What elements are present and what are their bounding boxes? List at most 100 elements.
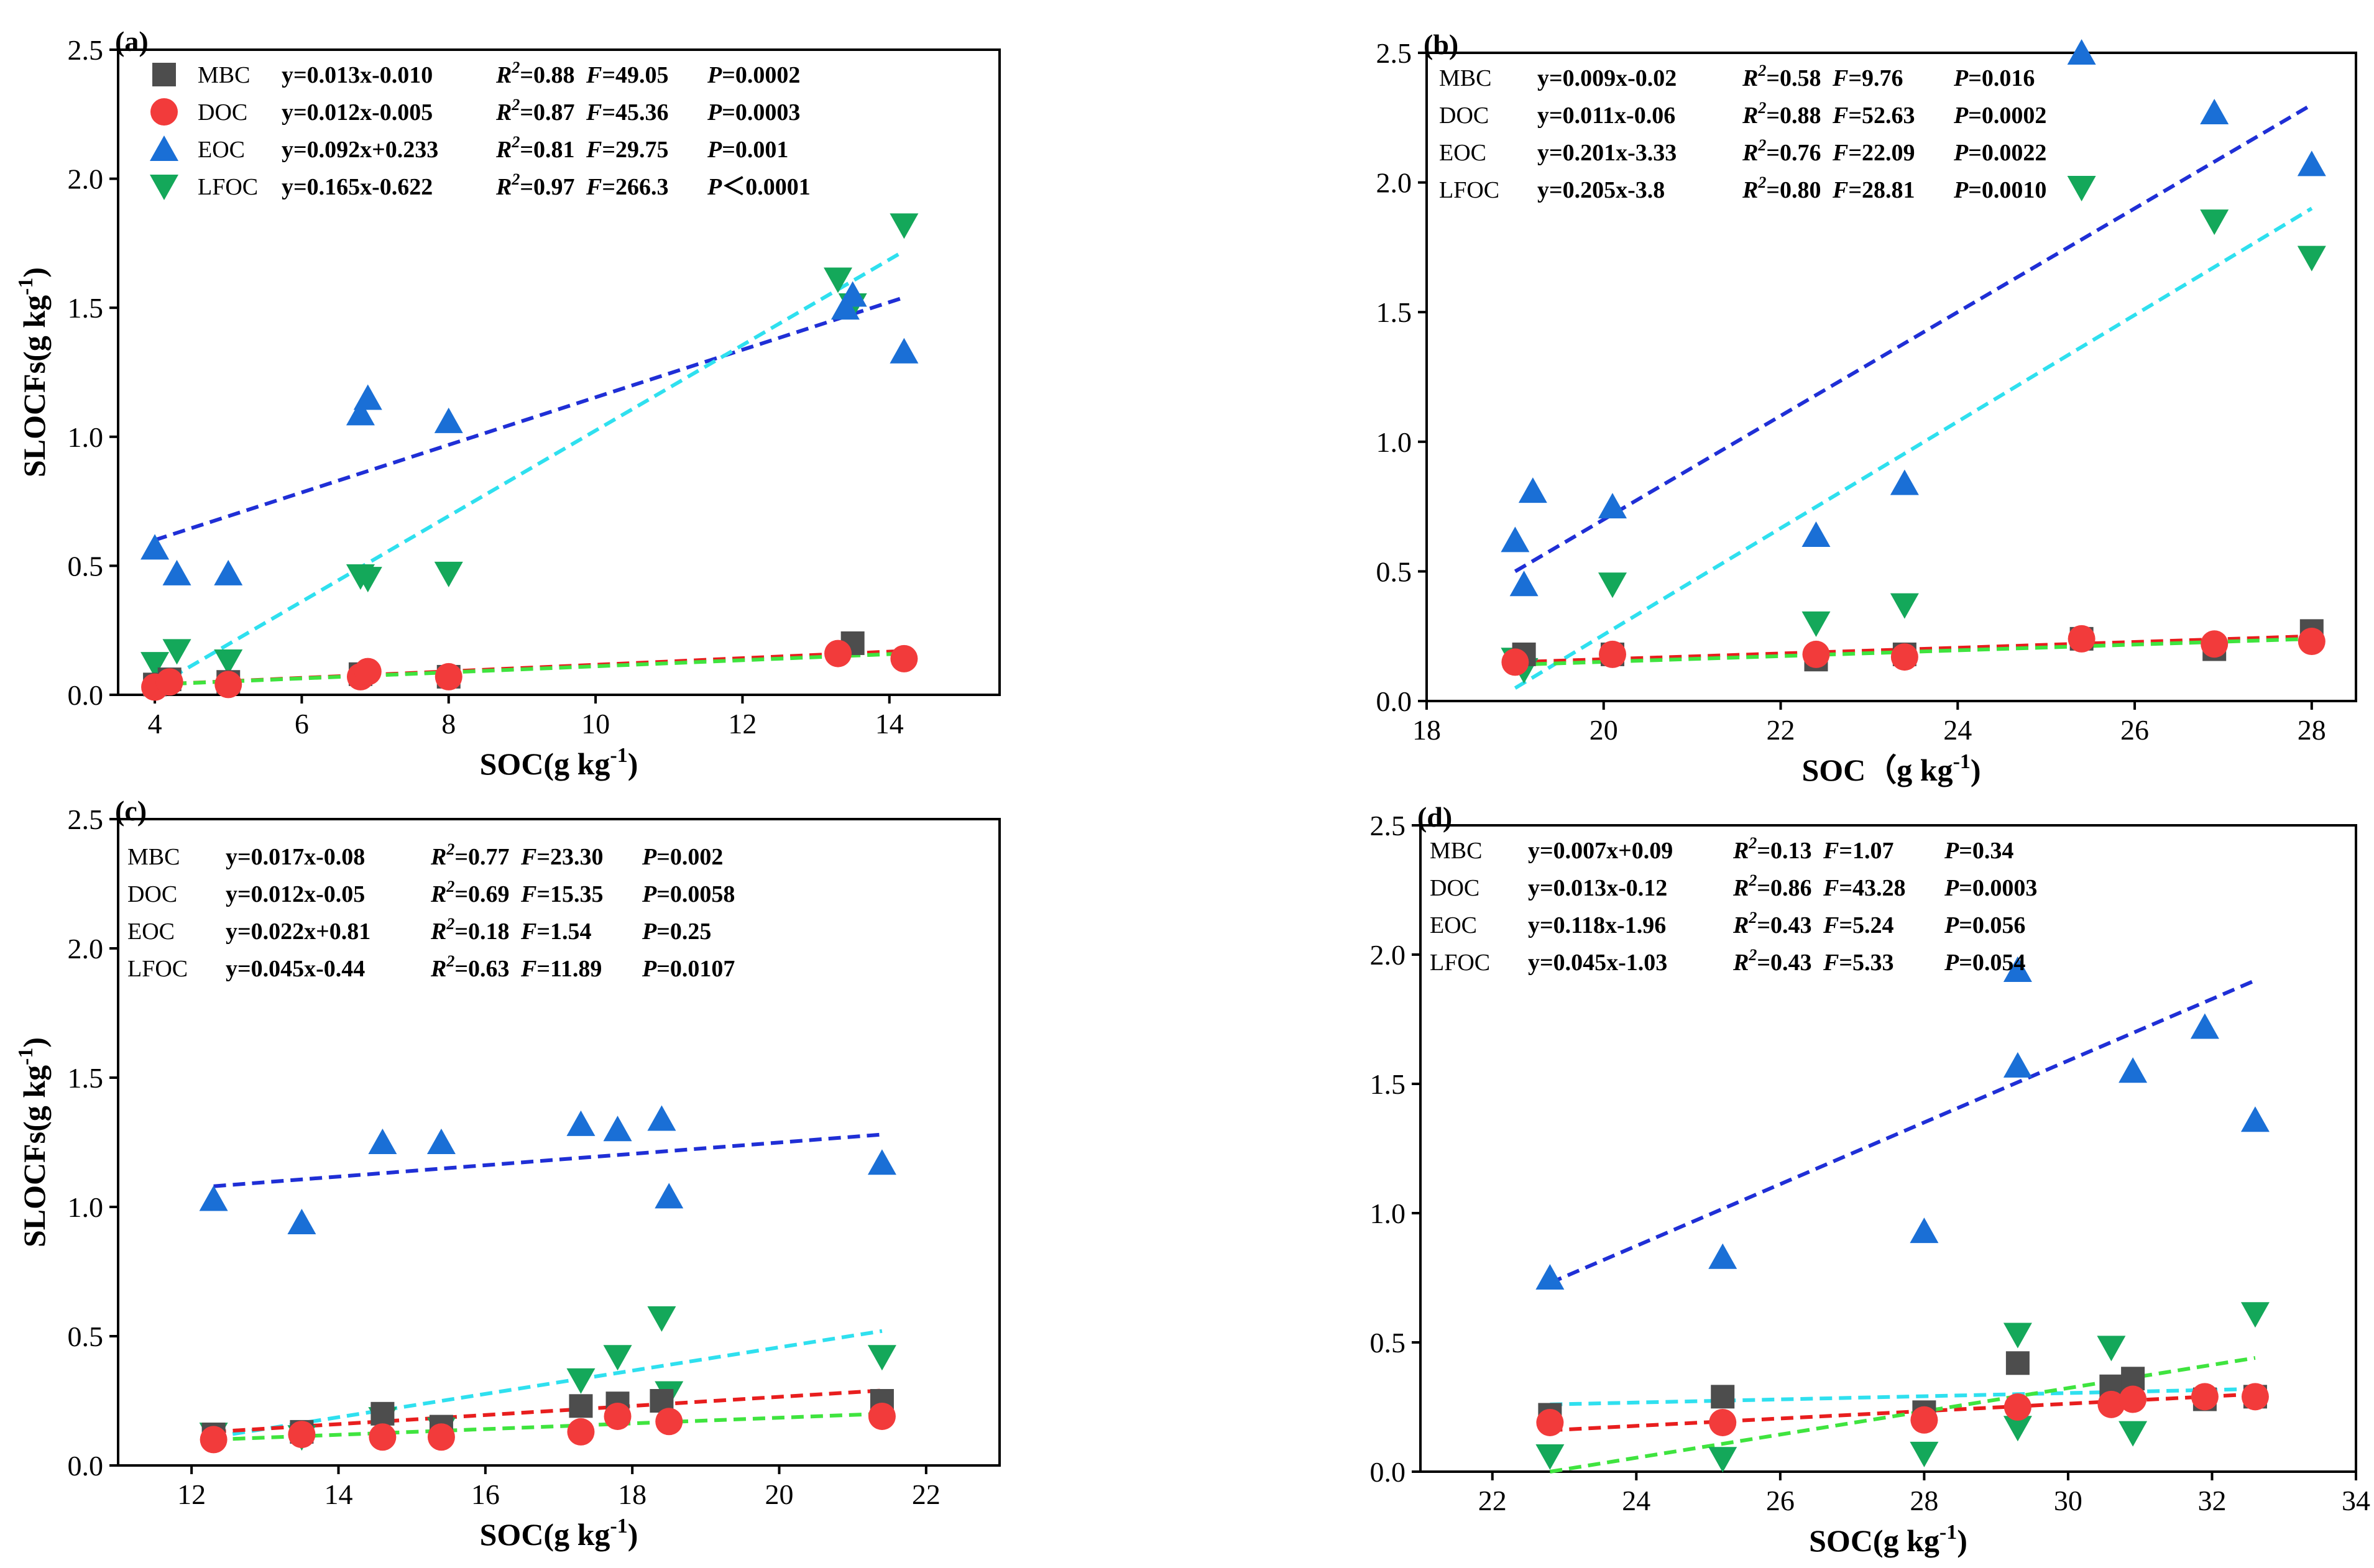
point-lfoc — [647, 1306, 676, 1332]
y-tick-label: 1.0 — [1370, 1198, 1406, 1229]
plot-frame — [117, 818, 1001, 1467]
x-tick-label: 14 — [875, 708, 904, 740]
point-doc — [567, 1418, 595, 1446]
point-doc — [1599, 640, 1626, 668]
point-doc — [2068, 625, 2096, 653]
point-lfoc — [2200, 209, 2229, 236]
fit-line-red — [1550, 1392, 2256, 1433]
x-tick-label: 22 — [1767, 714, 1795, 746]
point-eoc — [1801, 521, 1831, 547]
legend-entry-eoc: EOC y=0.022x+0.81 R2=0.18 F=1.54 P=0.25 — [127, 915, 711, 945]
y-tick-label: 2.5 — [1370, 810, 1406, 841]
point-eoc — [140, 534, 170, 560]
point-eoc — [647, 1105, 676, 1131]
legend-entry-mbc: MBC y=0.007x+0.09 R2=0.13 F=1.07 P=0.34 — [1430, 834, 2013, 864]
legend-text: LFOC y=0.045x-1.03 R2=0.43 F=5.33 P=0.054 — [1430, 946, 2025, 976]
y-tick-label: 1.5 — [1376, 296, 1412, 328]
y-tick-label: 2.0 — [68, 163, 104, 195]
point-eoc — [1501, 526, 1530, 552]
point-lfoc — [2067, 175, 2096, 201]
point-eoc — [1890, 469, 1919, 495]
y-tick-label: 0.0 — [68, 679, 104, 711]
point-eoc — [830, 294, 860, 320]
x-axis-label: SOC（g kg-1) — [1801, 750, 1981, 787]
y-tick-label: 0.0 — [1376, 685, 1412, 717]
fit-line-cyan — [1514, 206, 2313, 690]
point-lfoc — [1535, 1444, 1565, 1470]
x-tick-label: 12 — [177, 1479, 206, 1510]
y-tick-label: 0.0 — [1370, 1456, 1406, 1488]
point-lfoc — [2097, 1336, 2126, 1362]
fit-line-blue — [1549, 978, 2257, 1285]
legend-entry-eoc: EOC y=0.118x-1.96 R2=0.43 F=5.24 P=0.056 — [1430, 909, 2025, 938]
x-tick-label: 32 — [2197, 1485, 2226, 1516]
point-lfoc — [140, 652, 170, 678]
legend: MBC y=0.007x+0.09 R2=0.13 F=1.07 P=0.34 DOC y=… — [1430, 834, 2037, 976]
x-axis-label: SOC(g kg-1) — [1809, 1521, 1967, 1558]
point-eoc — [2119, 1057, 2148, 1083]
y-tick-label: 1.0 — [68, 1191, 104, 1223]
legend-text: MBC y=0.007x+0.09 R2=0.13 F=1.07 P=0.34 — [1430, 834, 2013, 864]
y-tick-label: 0.0 — [68, 1450, 104, 1482]
legend-text: EOC y=0.201x-3.33 R2=0.76 F=22.09 P=0.0022 — [1439, 136, 2046, 166]
point-doc — [604, 1402, 632, 1430]
point-eoc — [368, 1129, 397, 1154]
point-doc — [2298, 628, 2326, 656]
point-doc — [824, 640, 852, 667]
point-eoc — [2200, 98, 2229, 124]
panel-label: (a) — [115, 25, 149, 57]
legend-text: EOC y=0.022x+0.81 R2=0.18 F=1.54 P=0.25 — [127, 915, 711, 945]
x-tick-label: 20 — [765, 1479, 794, 1510]
point-eoc — [2003, 956, 2032, 982]
legend: MBC y=0.013x-0.010 R2=0.88 F=49.05 P=0.0002 D… — [150, 58, 811, 200]
x-tick-label: 28 — [1910, 1485, 1938, 1516]
point-eoc — [566, 1110, 596, 1136]
point-lfoc — [353, 567, 382, 593]
point-doc — [868, 1402, 896, 1430]
x-tick-label: 18 — [618, 1479, 646, 1510]
legend: MBC y=0.009x-0.02 R2=0.58 F=9.76 P=0.016 DOC y… — [1439, 62, 2046, 203]
x-tick-label: 22 — [912, 1479, 941, 1510]
x-tick-label: 12 — [728, 708, 757, 740]
fit-line-blue — [213, 1132, 883, 1188]
point-lfoc — [890, 213, 919, 239]
point-lfoc — [214, 649, 243, 676]
legend-entry-eoc: EOC y=0.092x+0.233 R2=0.81 F=29.75 P=0.001 — [150, 133, 788, 163]
legend-entry-lfoc: LFOC y=0.045x-0.44 R2=0.63 F=11.89 P=0.0107 — [127, 952, 735, 982]
point-eoc — [434, 407, 463, 433]
x-tick-label: 18 — [1412, 714, 1441, 746]
x-axis-label: SOC(g kg-1) — [480, 1515, 638, 1552]
point-lfoc — [2003, 1323, 2032, 1349]
point-lfoc — [162, 639, 191, 665]
y-tick-label: 1.0 — [1376, 426, 1412, 458]
x-tick-label: 8 — [441, 708, 456, 740]
point-eoc — [426, 1129, 456, 1154]
point-eoc — [1708, 1243, 1737, 1269]
point-eoc — [287, 1208, 316, 1234]
point-doc — [369, 1423, 397, 1451]
legend-marker — [150, 98, 178, 126]
y-tick-label: 0.5 — [68, 550, 104, 582]
x-tick-label: 24 — [1622, 1485, 1650, 1516]
point-eoc — [838, 281, 867, 307]
fit-line-green — [154, 651, 904, 687]
legend-entry-lfoc: LFOC y=0.205x-3.8 R2=0.80 F=28.81 P=0.0010 — [1439, 173, 2046, 203]
point-lfoc — [824, 267, 853, 293]
point-mbc — [2005, 1351, 2030, 1375]
fit-line-cyan — [213, 1329, 883, 1439]
point-lfoc — [1801, 611, 1831, 637]
x-tick-label: 28 — [2298, 714, 2326, 746]
chart-panel-a: (a) 4 6 8 10 12 14 0.0 0.5 1.0 1.5 2.0 2.5 SOC(g kg-1… — [14, 25, 1001, 781]
panel-label: (d) — [1417, 801, 1452, 833]
point-eoc — [162, 559, 191, 585]
point-doc — [2241, 1383, 2269, 1411]
point-eoc — [2003, 1052, 2032, 1078]
y-axis-label: SLOCFs(g kg-1) — [14, 267, 52, 477]
y-tick-label: 2.0 — [1376, 167, 1412, 199]
legend-entry-eoc: EOC y=0.201x-3.33 R2=0.76 F=22.09 P=0.0022 — [1439, 136, 2046, 166]
point-doc — [288, 1421, 316, 1449]
point-mbc — [569, 1394, 593, 1418]
point-doc — [2097, 1390, 2125, 1418]
legend-entry-doc: DOC y=0.012x-0.05 R2=0.69 F=15.35 P=0.0058 — [127, 878, 735, 907]
